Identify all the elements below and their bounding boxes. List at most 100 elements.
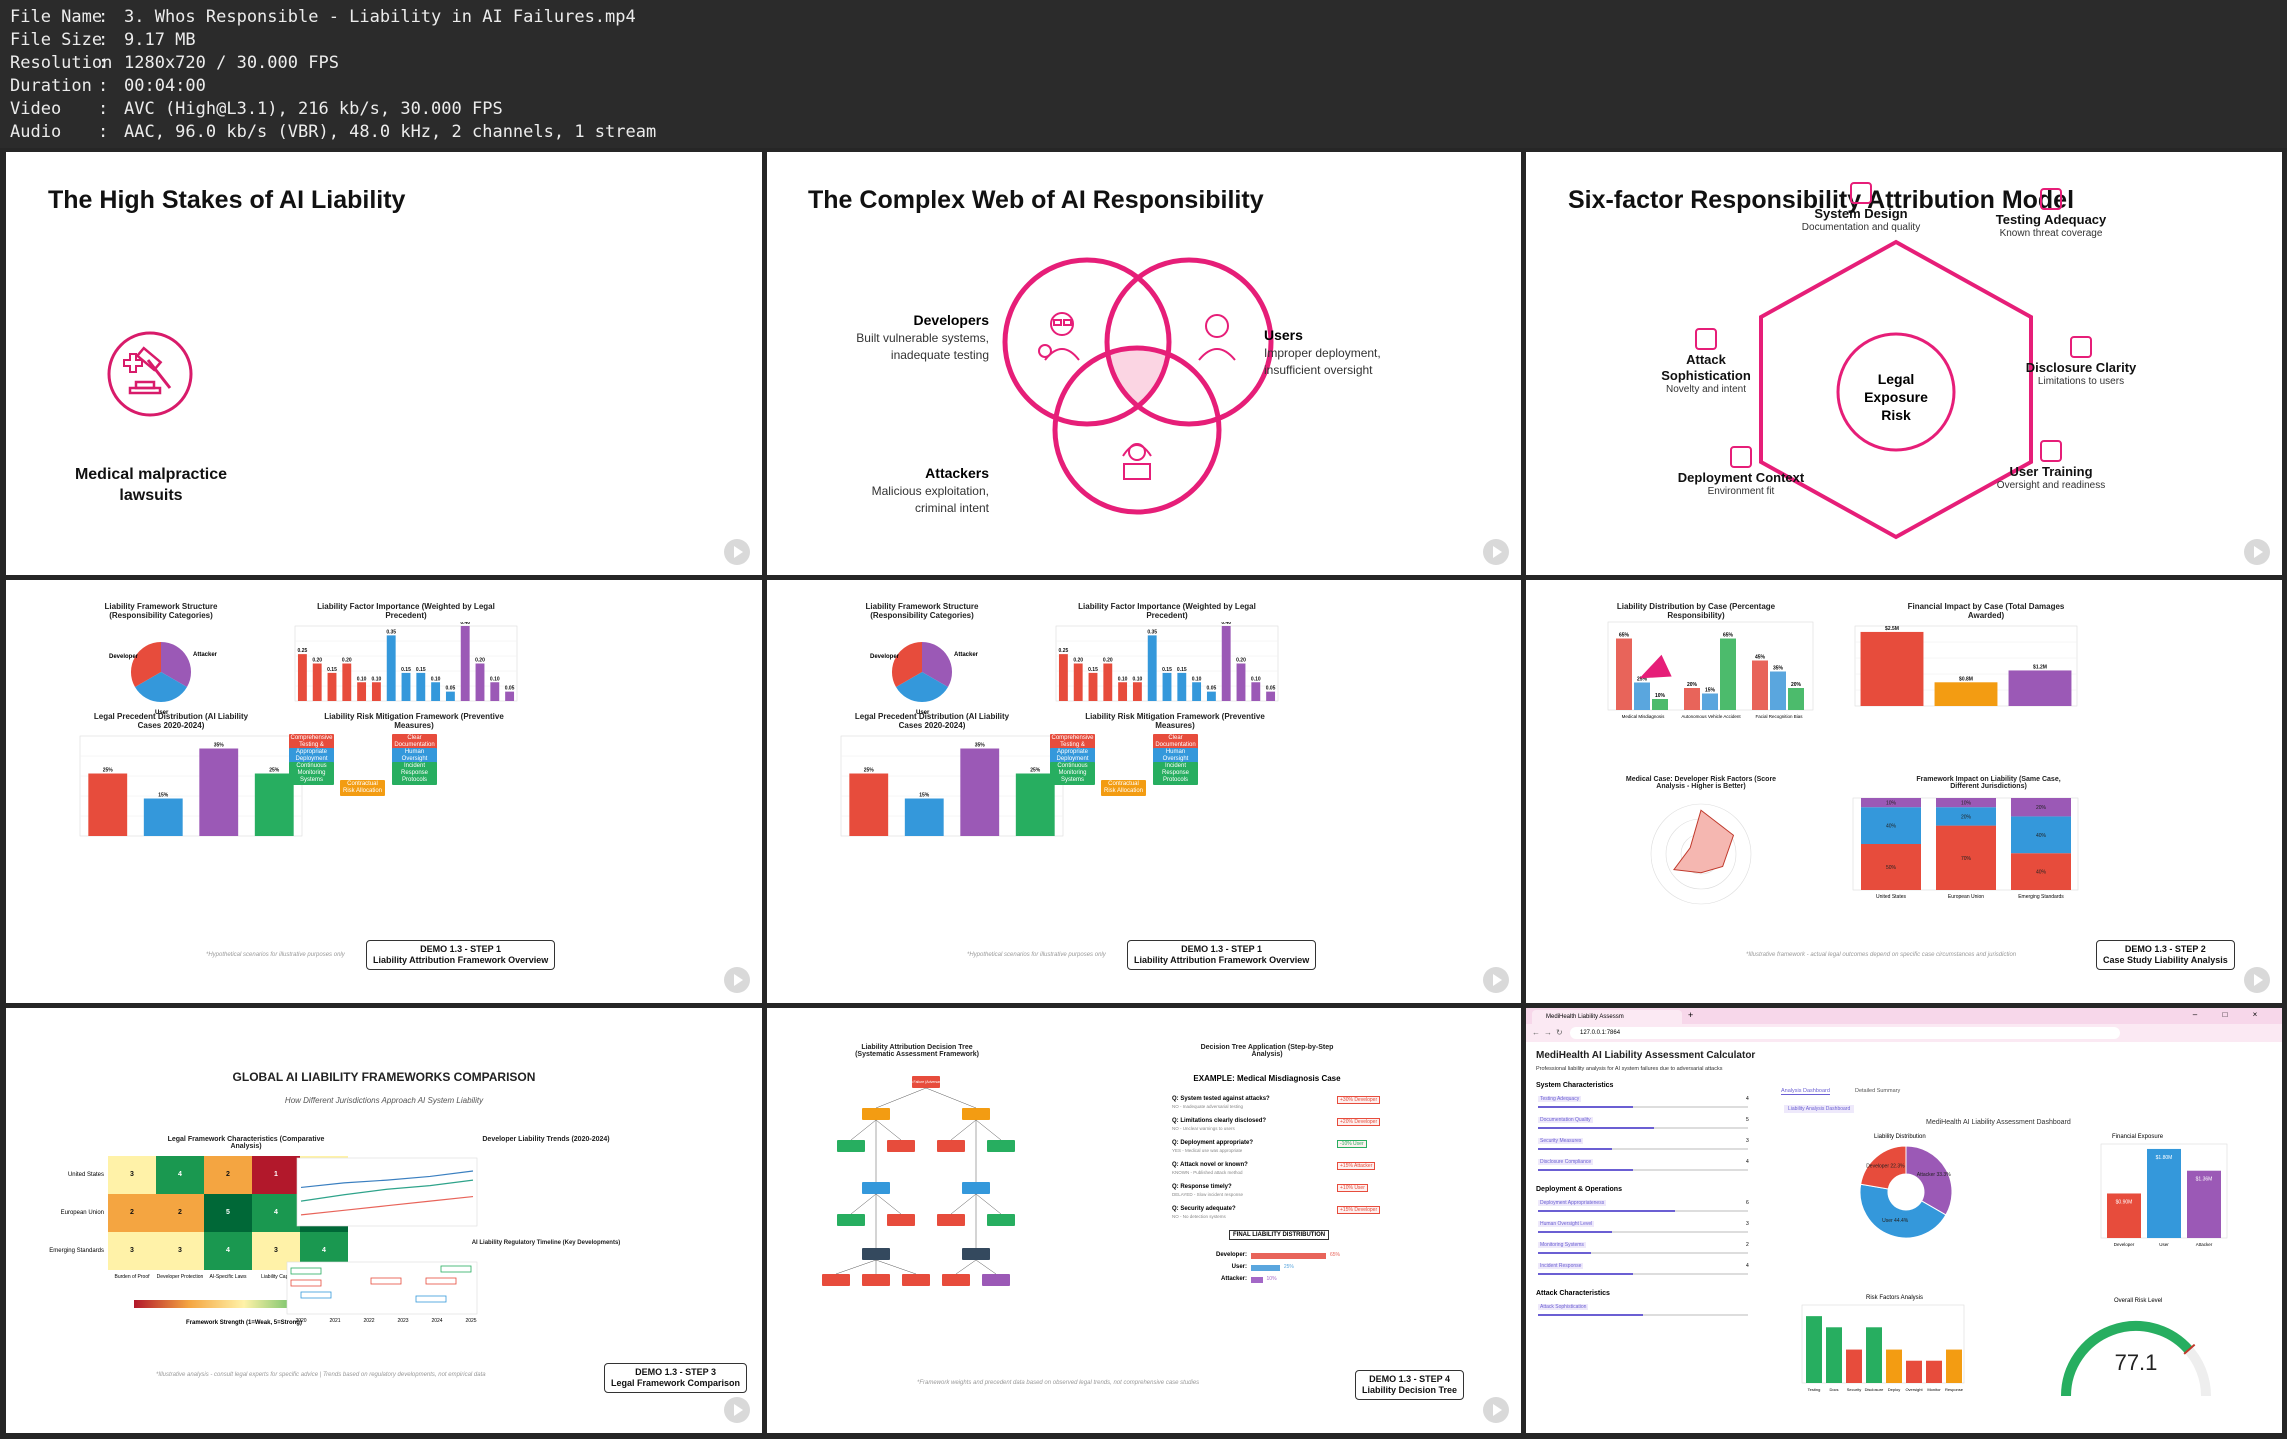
colorbar-label: Framework Strength (1=Weak, 5=Strong)	[186, 1320, 302, 1326]
tab-detailed-summary[interactable]: Detailed Summary	[1855, 1088, 1901, 1094]
tree-node	[862, 1248, 890, 1260]
info-colon: :	[98, 30, 109, 50]
bar-label: 0.20	[475, 658, 485, 664]
slider-fill	[1538, 1106, 1633, 1108]
timeline-event	[370, 1277, 402, 1285]
bar	[1147, 635, 1157, 701]
badge-step: DEMO 1.3 - STEP 2	[2124, 944, 2206, 954]
play-icon[interactable]	[2244, 967, 2270, 993]
slider-value[interactable]: 2	[1746, 1242, 1749, 1248]
trend-line	[300, 1195, 474, 1216]
heatmap-colorbar	[134, 1300, 354, 1308]
bar-label: 0.20	[312, 658, 322, 664]
slide-title: The High Stakes of AI Liability	[48, 186, 406, 214]
play-icon[interactable]	[724, 967, 750, 993]
tree-node	[962, 1182, 990, 1194]
slider-track[interactable]	[1538, 1169, 1748, 1171]
thumbnail-slide-3[interactable]: Six-factor Responsibility Attribution Mo…	[1526, 152, 2282, 575]
info-value: 00:04:00	[124, 76, 206, 96]
risk-title: Risk Factors Analysis	[1866, 1295, 1924, 1301]
heatmap-cell: 3	[108, 1156, 156, 1194]
demo-badge: DEMO 1.3 - STEP 3 Legal Framework Compari…	[604, 1363, 748, 1393]
bar	[143, 798, 183, 836]
heatmap-col-label: Liability Caps	[261, 1274, 291, 1280]
slider-fill	[1538, 1148, 1612, 1150]
venn-diagram	[1002, 257, 1274, 515]
thumbnail-demo-step-4[interactable]: Liability Attribution Decision Tree (Sys…	[767, 1008, 1521, 1433]
footnote: *Illustrative analysis - consult legal e…	[156, 1372, 486, 1378]
thumbnail-slide-1[interactable]: The High Stakes of AI Liability Medical …	[6, 152, 762, 575]
play-icon[interactable]	[1483, 967, 1509, 993]
bar-label: 15%	[1705, 688, 1716, 694]
slider-value[interactable]: 4	[1746, 1263, 1749, 1269]
slider-track[interactable]	[1538, 1148, 1748, 1150]
bar-label: 0.15	[1177, 667, 1187, 673]
info-key: Audio	[10, 122, 62, 142]
question-tag: +20% Developer	[1337, 1118, 1381, 1126]
thumbnail-demo-step-3[interactable]: GLOBAL AI LIABILITY FRAMEWORKS COMPARISO…	[6, 1008, 762, 1433]
bar-label: 0.10	[1251, 676, 1261, 682]
heatmap-cell: 5	[204, 1194, 252, 1232]
back-icon[interactable]: ←	[1532, 1028, 1540, 1037]
slider-value[interactable]: 3	[1746, 1221, 1749, 1227]
play-icon[interactable]	[724, 539, 750, 565]
stack-segment	[1861, 844, 1921, 890]
bar	[2187, 1170, 2221, 1238]
bar	[1192, 682, 1202, 701]
thumbnail-slide-2[interactable]: The Complex Web of AI Responsibility Dev…	[767, 152, 1521, 575]
tree-node	[942, 1274, 970, 1286]
thumbnail-demo-step-2[interactable]: Liability Distribution by Case (Percenta…	[1526, 580, 2282, 1003]
play-icon[interactable]	[2244, 539, 2270, 565]
address-bar[interactable]: 127.0.0.1:7864	[1570, 1027, 2120, 1039]
bar	[1652, 699, 1668, 710]
bar-label: $0.90M	[2116, 1199, 2133, 1205]
trend-line	[300, 1179, 474, 1202]
tab-analysis-dashboard[interactable]: Analysis Dashboard	[1781, 1088, 1830, 1095]
slider-value[interactable]: 6	[1746, 1200, 1749, 1206]
reload-icon[interactable]: ↻	[1556, 1028, 1563, 1037]
bar-category: Deploy	[1888, 1387, 1900, 1392]
maximize-button[interactable]: □	[2222, 1010, 2228, 1019]
thumbnail-browser-app[interactable]: MediHealth Liability Assessm + – □ × ← → ↻ 127.0…	[1526, 1008, 2282, 1433]
bar-label: 45%	[1755, 655, 1766, 661]
thumbnail-demo-step-1-copy[interactable]: Liability Framework Structure (Responsib…	[767, 580, 1521, 1003]
pie-slice-attacker	[161, 642, 192, 687]
slider-track[interactable]	[1538, 1106, 1748, 1108]
section-title: System Characteristics	[1536, 1082, 1614, 1089]
forward-icon[interactable]: →	[1544, 1028, 1552, 1037]
bar-label: 0.15	[327, 667, 337, 673]
slider-value[interactable]: 4	[1746, 1096, 1749, 1102]
play-icon[interactable]	[1483, 1397, 1509, 1423]
slider-track[interactable]	[1538, 1252, 1748, 1254]
slider-value[interactable]: 3	[1746, 1138, 1749, 1144]
info-value: 1280x720 / 30.000 FPS	[124, 53, 339, 73]
slider-track[interactable]	[1538, 1314, 1748, 1316]
heatmap-cell: 2	[204, 1156, 252, 1194]
mitigation-box: Incident Response Protocols	[392, 762, 437, 785]
category-label: Facial Recognition Bias	[1755, 714, 1803, 719]
timeline-title: AI Liability Regulatory Timeline (Key De…	[471, 1240, 621, 1246]
factor-name: System Design	[1814, 206, 1908, 221]
play-icon[interactable]	[724, 1397, 750, 1423]
slider-label: Disclosure Compliance	[1538, 1159, 1594, 1165]
donut-slice	[1859, 1183, 1947, 1239]
minimize-button[interactable]: –	[2192, 1010, 2198, 1019]
slider-track[interactable]	[1538, 1273, 1748, 1275]
mitigation-box: Continuous Monitoring Systems	[1050, 762, 1095, 785]
question-tag: +10% User	[1337, 1184, 1368, 1192]
play-icon[interactable]	[1483, 539, 1509, 565]
close-window-button[interactable]: ×	[2252, 1010, 2258, 1019]
tree-node	[962, 1248, 990, 1260]
slider-track[interactable]	[1538, 1231, 1748, 1233]
bar-label: $0.8M	[1959, 676, 1973, 682]
browser-tab[interactable]: MediHealth Liability Assessm	[1532, 1010, 1682, 1024]
new-tab-button[interactable]: +	[1688, 1010, 1694, 1020]
precedent-bar-chart: 25% 15% 35% 25%	[79, 735, 303, 837]
slider-value[interactable]: 5	[1746, 1117, 1749, 1123]
slide-caption: Medical malpractice lawsuits	[74, 466, 228, 504]
hexagon-diagram	[1759, 239, 2033, 540]
slider-value[interactable]: 4	[1746, 1159, 1749, 1165]
thumbnail-demo-step-1[interactable]: Liability Framework Structure (Responsib…	[6, 580, 762, 1003]
timeline-event	[290, 1279, 322, 1287]
heatmap-col-label: AI-Specific Laws	[209, 1274, 247, 1280]
